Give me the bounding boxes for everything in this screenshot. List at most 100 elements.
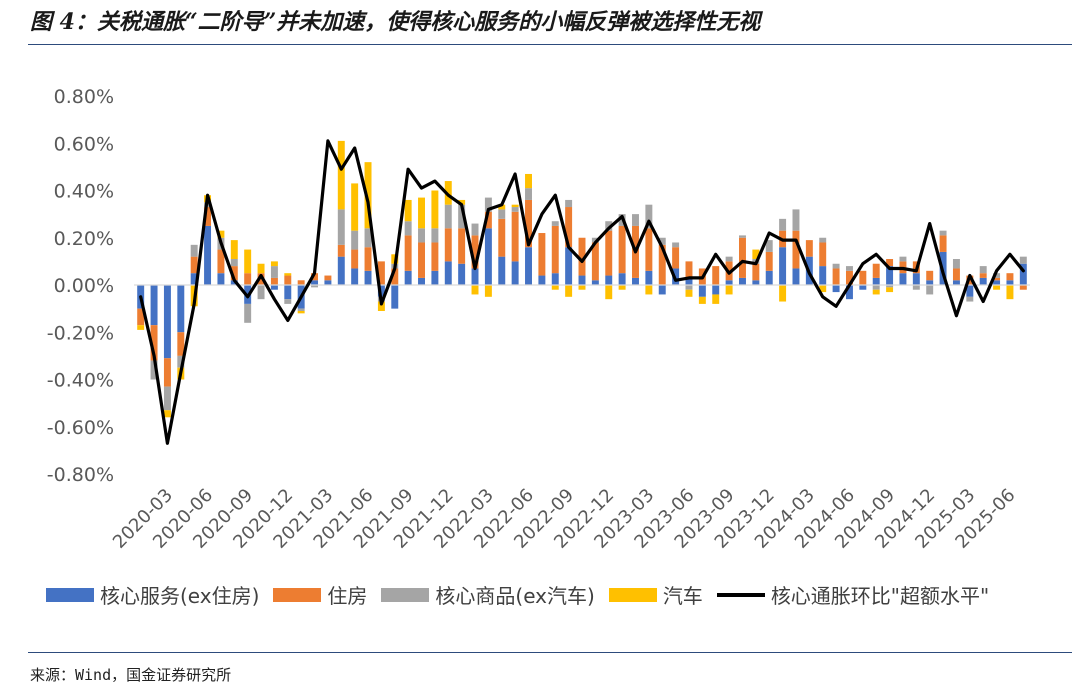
bar-segment [498, 209, 506, 219]
bar-segment [471, 223, 479, 236]
bar-segment [471, 285, 479, 295]
bar-segment [1006, 285, 1014, 300]
bar-segment [284, 273, 292, 276]
y-axis-ticks: -0.80% -0.60% -0.40% -0.20% 0.00% 0.20% 0.40% 0… [47, 86, 114, 486]
bar-segment [926, 270, 934, 281]
bar-segment [899, 273, 907, 285]
bar-segment [605, 221, 613, 231]
bar-segment [605, 230, 613, 276]
source-note: 来源：Wind，国金证券研究所 [30, 666, 232, 684]
bar-segment [230, 266, 238, 281]
bar-segment [364, 270, 372, 285]
bar-segment [926, 285, 934, 295]
bar-segment [431, 228, 439, 243]
bar-segment [511, 204, 519, 208]
bar-segment [525, 188, 532, 200]
bar-segment [805, 240, 813, 257]
bar-segment [591, 237, 599, 243]
bar-segment [832, 285, 840, 293]
y-tick-label: 0.20% [54, 228, 114, 250]
bar-segment [458, 263, 466, 285]
bar-segment [1006, 280, 1014, 285]
y-tick-label: 0.00% [54, 275, 114, 297]
bar-segment [565, 247, 573, 285]
bar-segment [819, 285, 827, 293]
legend-item-core-inflation: 核心通胀环比"超额水平" [716, 580, 989, 609]
figure-title: 图 4：关税通胀“二阶导”并未加速，使得核心服务的小幅反弹被选择性无视 [30, 9, 761, 35]
legend-label-housing: 住房 [327, 584, 368, 608]
bar-segment [150, 360, 158, 380]
bar-segment [872, 277, 880, 285]
bar-segment [618, 273, 626, 285]
bars [137, 140, 1027, 418]
bar-segment [565, 207, 573, 248]
bar-segment [819, 242, 827, 267]
y-tick-label: -0.40% [47, 370, 114, 392]
bar-segment [244, 249, 252, 274]
legend-swatch-core-goods [381, 587, 430, 602]
bar-segment [284, 275, 292, 285]
bar-segment [832, 263, 840, 269]
core-inflation-line [139, 139, 1025, 445]
bar-segment [698, 296, 706, 304]
bar-segment [538, 233, 546, 276]
bar-segment [605, 285, 613, 300]
bar-segment [578, 237, 586, 276]
bar-segment [685, 261, 693, 278]
bar-segment [872, 285, 880, 290]
bar-segment [297, 310, 305, 314]
bar-segment [632, 214, 639, 226]
bar-segment [645, 204, 653, 229]
bar-segment [779, 218, 787, 231]
bar-segment [845, 270, 853, 285]
bar-segment [952, 268, 960, 281]
bar-segment [337, 140, 345, 210]
bar-segment [551, 273, 559, 285]
bar-segment [204, 207, 212, 226]
legend-swatch-core-inflation [716, 592, 765, 597]
bar-segment [1019, 263, 1027, 285]
bar-segment [632, 277, 639, 285]
bar-segment [311, 273, 319, 281]
bar-segment [525, 199, 532, 248]
bar-segment [765, 240, 773, 252]
bar-segment [712, 266, 720, 285]
bar-segment [377, 285, 385, 297]
bar-segment [658, 237, 666, 245]
bar-segment [177, 332, 185, 356]
y-tick-label: 0.60% [54, 133, 114, 155]
bar-segment [591, 280, 599, 285]
bar-segment [418, 242, 425, 278]
bar-segment [391, 285, 399, 309]
bar-segment [498, 218, 506, 257]
bar-segment [591, 242, 599, 281]
bar-segment [284, 299, 292, 304]
bar-segment [725, 285, 733, 295]
bar-segment [484, 211, 492, 229]
bar-segment [190, 273, 198, 285]
bar-segment [792, 268, 800, 285]
bar-segment [337, 209, 345, 245]
bar-segment [819, 237, 827, 243]
bar-segment [725, 280, 733, 285]
bar-segment [484, 228, 492, 285]
bar-segment [270, 285, 278, 290]
bar-segment [484, 197, 492, 212]
bar-segment [672, 242, 680, 248]
bar-segment [966, 296, 974, 302]
bar-segment [685, 289, 693, 297]
bar-segment [618, 285, 626, 290]
bar-segment [672, 247, 680, 269]
bar-segment [685, 277, 693, 285]
bar-segment [765, 251, 773, 271]
bar-segment [1006, 273, 1014, 281]
bar-segment [551, 285, 559, 290]
bar-segment [605, 275, 613, 285]
bar-segment [163, 358, 171, 387]
bar-segment [431, 270, 439, 285]
bar-segment [244, 273, 252, 285]
legend-swatch-core-services [46, 587, 94, 602]
bar-segment [377, 301, 385, 311]
bar-segment [458, 204, 466, 229]
bar-segment [137, 308, 145, 326]
